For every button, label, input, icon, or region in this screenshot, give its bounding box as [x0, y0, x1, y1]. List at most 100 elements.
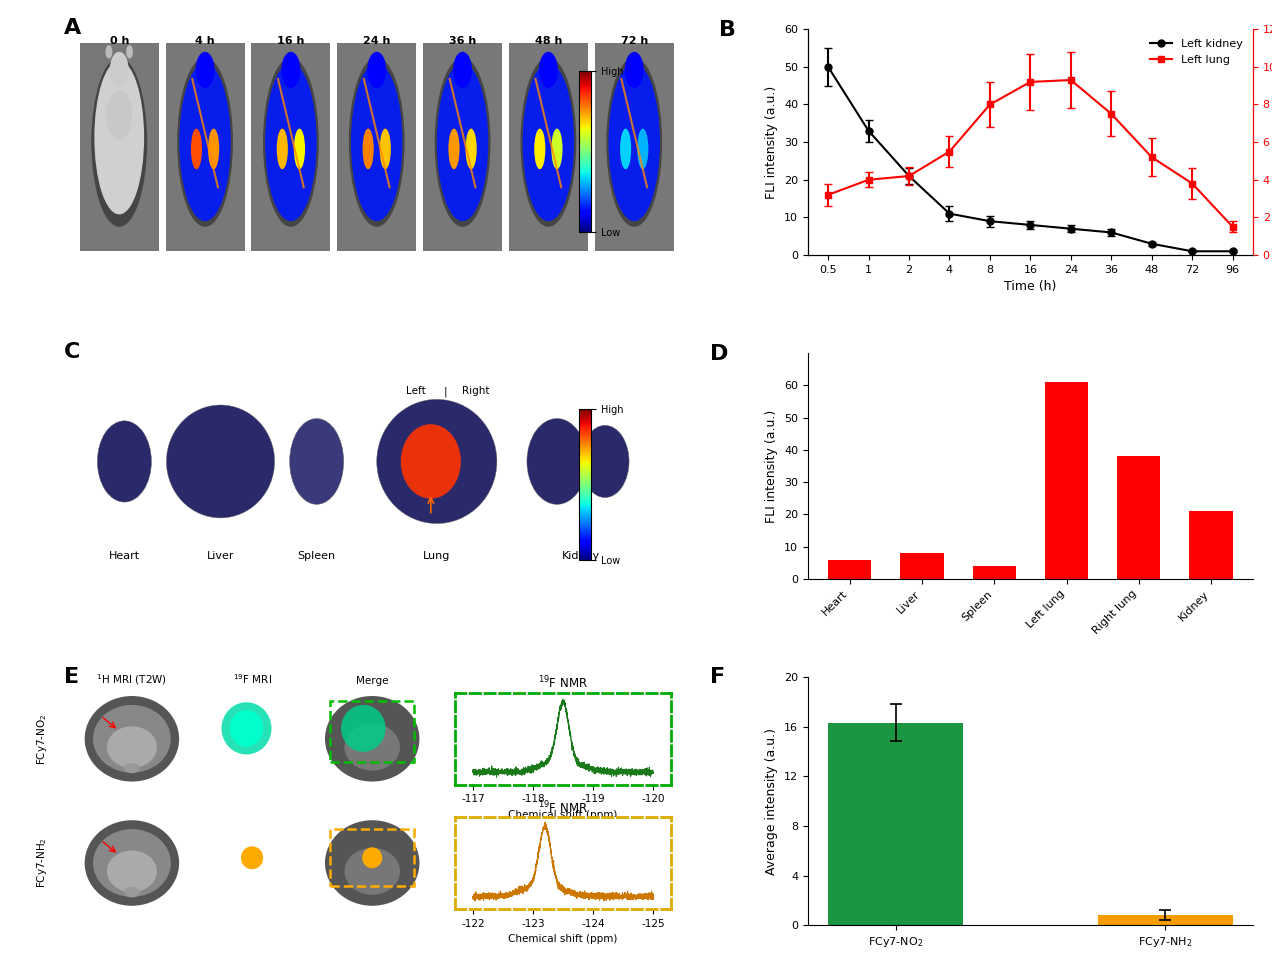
Text: C: C — [65, 342, 80, 361]
Bar — [595, 43, 674, 250]
Text: Heart: Heart — [109, 551, 140, 561]
Ellipse shape — [107, 850, 156, 892]
Ellipse shape — [637, 129, 649, 169]
Bar — [252, 43, 331, 250]
Ellipse shape — [281, 52, 300, 88]
Ellipse shape — [607, 57, 663, 227]
Ellipse shape — [98, 421, 151, 503]
Ellipse shape — [263, 57, 319, 227]
Text: 4 h: 4 h — [196, 36, 215, 46]
Ellipse shape — [520, 57, 576, 227]
Ellipse shape — [581, 426, 630, 498]
Bar — [901, 553, 944, 579]
Ellipse shape — [345, 848, 399, 895]
Ellipse shape — [179, 63, 230, 221]
Text: Left: Left — [406, 387, 426, 396]
Ellipse shape — [453, 52, 472, 88]
Ellipse shape — [191, 129, 202, 169]
Ellipse shape — [324, 820, 420, 906]
Bar — [80, 43, 159, 250]
Y-axis label: Average intensity (a.u.): Average intensity (a.u.) — [766, 728, 778, 875]
Ellipse shape — [436, 63, 488, 221]
Ellipse shape — [177, 57, 233, 227]
Ellipse shape — [265, 63, 317, 221]
Ellipse shape — [523, 63, 574, 221]
Bar — [1189, 511, 1233, 579]
Ellipse shape — [94, 60, 144, 214]
Text: FCy7-NO$_2$: FCy7-NO$_2$ — [34, 713, 48, 765]
Bar — [509, 43, 588, 250]
Ellipse shape — [107, 727, 156, 768]
Ellipse shape — [619, 129, 631, 169]
Ellipse shape — [93, 705, 170, 772]
Y-axis label: FLI intensity (a.u.): FLI intensity (a.u.) — [766, 86, 778, 199]
Ellipse shape — [351, 63, 402, 221]
Bar — [424, 43, 502, 250]
Text: Lung: Lung — [424, 551, 450, 561]
Ellipse shape — [167, 405, 275, 518]
Ellipse shape — [449, 129, 459, 169]
Ellipse shape — [401, 425, 460, 499]
Ellipse shape — [240, 846, 263, 869]
Ellipse shape — [608, 63, 660, 221]
Title: $^{19}$F NMR: $^{19}$F NMR — [538, 800, 588, 816]
Ellipse shape — [625, 52, 644, 88]
Ellipse shape — [380, 129, 391, 169]
Text: 16 h: 16 h — [277, 36, 304, 46]
Ellipse shape — [345, 724, 399, 770]
Ellipse shape — [551, 129, 562, 169]
Text: 48 h: 48 h — [534, 36, 562, 46]
Bar — [828, 723, 963, 925]
Ellipse shape — [125, 887, 140, 897]
Ellipse shape — [93, 829, 170, 897]
Ellipse shape — [363, 847, 382, 868]
Y-axis label: FLI intensity (a.u.): FLI intensity (a.u.) — [766, 409, 778, 523]
Ellipse shape — [107, 91, 132, 140]
Text: Right: Right — [462, 387, 490, 396]
Ellipse shape — [221, 702, 271, 755]
Ellipse shape — [85, 696, 179, 781]
Ellipse shape — [368, 52, 387, 88]
Ellipse shape — [126, 45, 134, 58]
Ellipse shape — [277, 129, 287, 169]
Ellipse shape — [92, 57, 148, 227]
Ellipse shape — [196, 52, 215, 88]
Bar — [973, 566, 1016, 579]
Text: 0 h: 0 h — [109, 36, 128, 46]
Text: 24 h: 24 h — [363, 36, 391, 46]
Text: 36 h: 36 h — [449, 36, 476, 46]
Ellipse shape — [85, 820, 179, 906]
Legend: Left kidney, Left lung: Left kidney, Left lung — [1146, 35, 1248, 69]
Text: F: F — [710, 667, 725, 687]
Ellipse shape — [363, 129, 374, 169]
Bar — [1098, 916, 1233, 925]
Bar — [828, 559, 871, 579]
X-axis label: Chemical shift (ppm): Chemical shift (ppm) — [509, 934, 618, 944]
Ellipse shape — [209, 129, 219, 169]
Bar — [329, 829, 415, 886]
Ellipse shape — [109, 52, 128, 88]
Bar — [329, 701, 415, 762]
Title: $^{19}$F NMR: $^{19}$F NMR — [538, 675, 588, 692]
Ellipse shape — [230, 710, 263, 747]
Ellipse shape — [349, 57, 404, 227]
Ellipse shape — [294, 129, 305, 169]
Ellipse shape — [324, 696, 420, 781]
Ellipse shape — [377, 399, 497, 524]
Ellipse shape — [341, 705, 385, 752]
Title: Merge: Merge — [356, 676, 388, 686]
Text: |: | — [444, 387, 448, 396]
Ellipse shape — [539, 52, 558, 88]
Text: Spleen: Spleen — [298, 551, 336, 561]
X-axis label: Chemical shift (ppm): Chemical shift (ppm) — [509, 810, 618, 820]
Ellipse shape — [466, 129, 477, 169]
Ellipse shape — [534, 129, 546, 169]
Ellipse shape — [435, 57, 491, 227]
Ellipse shape — [125, 763, 140, 773]
Text: D: D — [710, 344, 729, 364]
Text: Liver: Liver — [207, 551, 234, 561]
X-axis label: Time (h): Time (h) — [1004, 281, 1057, 293]
Ellipse shape — [527, 419, 586, 505]
Ellipse shape — [290, 419, 343, 505]
Text: A: A — [65, 18, 81, 38]
